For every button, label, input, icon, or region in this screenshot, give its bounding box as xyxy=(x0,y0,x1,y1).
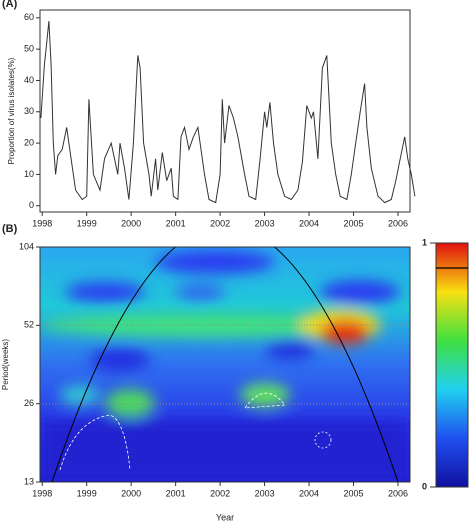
y-tick-label: 10 xyxy=(24,169,34,179)
x-tick-label: 2001 xyxy=(166,488,186,498)
colorbar-tick-label: 0 xyxy=(422,481,427,491)
x-tick-label: 2001 xyxy=(166,218,186,228)
x-tick-label: 2000 xyxy=(121,488,141,498)
y-axis-label: Proportion of virus isolates(%) xyxy=(7,57,16,164)
x-tick-label: 2002 xyxy=(210,488,230,498)
y-tick-label: 60 xyxy=(24,12,34,22)
x-tick-label: 2000 xyxy=(121,218,141,228)
x-tick-label: 1999 xyxy=(77,218,97,228)
x-tick-label: 2006 xyxy=(388,218,408,228)
colorbar xyxy=(435,242,469,488)
y-tick-label: 13 xyxy=(24,476,34,486)
x-axis-label: Year xyxy=(216,512,234,522)
x-tick-label: 2005 xyxy=(344,218,364,228)
x-tick-label: 2003 xyxy=(255,488,275,498)
y-tick-label: 52 xyxy=(24,320,34,330)
x-tick-label: 2004 xyxy=(299,218,319,228)
y-tick-label: 50 xyxy=(24,44,34,54)
y-axis-label: Period(weeks) xyxy=(1,339,10,390)
plot-frame xyxy=(39,9,411,213)
x-tick-label: 1998 xyxy=(32,218,52,228)
x-tick-label: 2004 xyxy=(299,488,319,498)
wavelet-field xyxy=(40,247,410,482)
x-tick-label: 2002 xyxy=(210,218,230,228)
y-tick-label: 40 xyxy=(24,75,34,85)
x-tick-label: 2006 xyxy=(388,488,408,498)
x-tick-label: 2005 xyxy=(344,488,364,498)
panel-label: (B) xyxy=(2,223,18,235)
y-tick-label: 0 xyxy=(29,200,34,210)
y-tick-label: 30 xyxy=(24,106,34,116)
x-tick-label: 1998 xyxy=(32,488,52,498)
x-tick-label: 1999 xyxy=(77,488,97,498)
series-line xyxy=(40,20,416,204)
plot-frame xyxy=(39,246,411,483)
y-tick-label: 26 xyxy=(24,398,34,408)
y-tick-label: 20 xyxy=(24,137,34,147)
panel-label: (A) xyxy=(2,0,18,10)
y-tick-label: 104 xyxy=(19,241,34,251)
colorbar-tick-label: 1 xyxy=(422,237,427,247)
x-tick-label: 2003 xyxy=(255,218,275,228)
